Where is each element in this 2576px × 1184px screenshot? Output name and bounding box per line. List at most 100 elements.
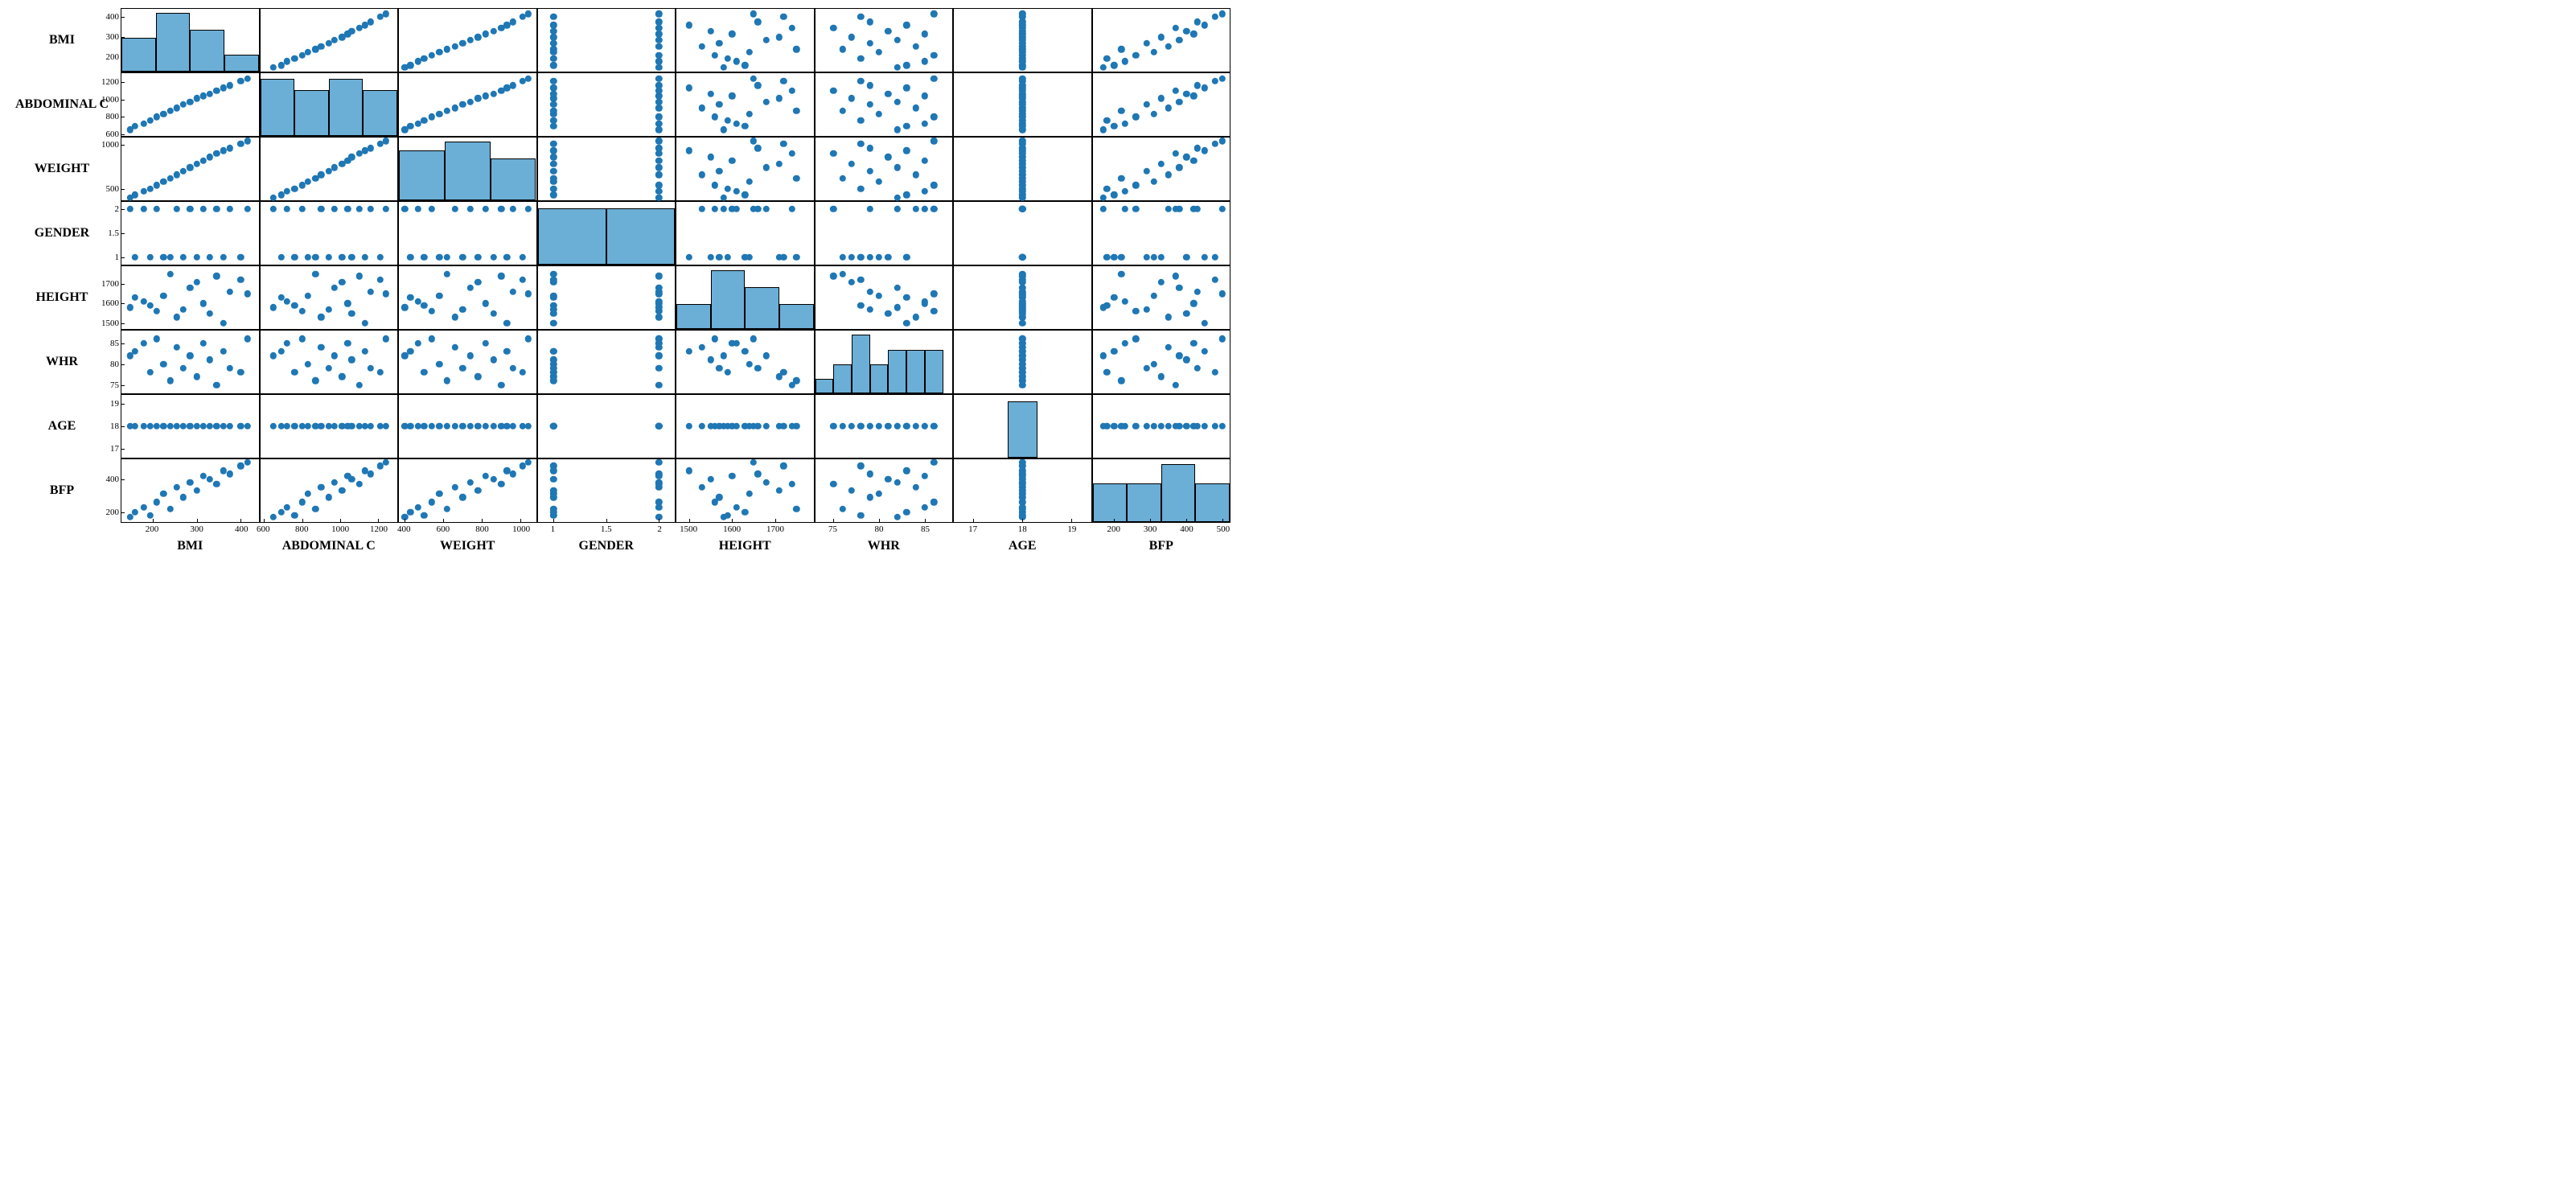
scatter-point [207, 310, 213, 316]
scatter-cell: 150016001700 [121, 265, 260, 330]
scatter-point [839, 46, 845, 52]
scatter-point [789, 150, 795, 157]
scatter-point [1176, 164, 1182, 171]
scatter-point [147, 512, 154, 519]
row-label: WHR [8, 330, 121, 394]
scatter-point [429, 423, 435, 430]
scatter-point [368, 423, 374, 430]
scatter-point [355, 381, 362, 388]
x-tick-label: 1200 [370, 523, 388, 534]
scatter-point [213, 150, 220, 157]
scatter-point [550, 161, 557, 167]
scatter-point [830, 423, 836, 430]
scatter-point [475, 278, 481, 285]
scatter-point [304, 254, 310, 261]
scatter-point [550, 319, 557, 326]
scatter-point [885, 27, 891, 34]
histogram-bar [190, 30, 224, 72]
scatter-point [483, 31, 489, 37]
scatter-point [712, 113, 718, 120]
scatter-point [1201, 423, 1207, 430]
scatter-point [362, 319, 368, 326]
scatter-point [789, 25, 795, 31]
scatter-point [876, 111, 882, 117]
histogram-cell [815, 330, 954, 394]
scatter-point [912, 206, 918, 212]
scatter-cell: 5001000 [121, 137, 260, 201]
scatter-point [655, 381, 662, 388]
scatter-point [459, 254, 466, 261]
scatter-cell [1092, 265, 1231, 330]
x-tick-label: 300 [1144, 523, 1157, 534]
scatter-point [550, 22, 557, 28]
scatter-point [763, 164, 770, 171]
scatter-point [1144, 254, 1150, 261]
scatter-point [291, 55, 298, 61]
scatter-point [839, 107, 845, 113]
scatter-point [498, 273, 504, 279]
scatter-point [750, 10, 757, 17]
scatter-point [1212, 277, 1218, 283]
scatter-point [166, 377, 173, 384]
scatter-point [407, 294, 413, 301]
scatter-point [304, 423, 310, 430]
histogram-bar [491, 158, 536, 200]
scatter-point [490, 475, 496, 482]
scatter-point [525, 459, 532, 466]
scatter-point [451, 206, 458, 212]
scatter-point [187, 479, 193, 486]
scatter-cell [1092, 330, 1231, 394]
scatter-point [1201, 319, 1207, 326]
histogram-bar [1195, 483, 1230, 522]
scatter-point [140, 339, 146, 346]
x-tick-label: 1600 [723, 523, 741, 534]
scatter-point [467, 285, 474, 291]
scatter-point [550, 168, 557, 175]
scatter-point [509, 82, 516, 88]
scatter-point [830, 273, 836, 279]
scatter-point [894, 304, 901, 310]
scatter-point [866, 101, 873, 108]
scatter-point [780, 369, 787, 376]
histogram-bar [156, 13, 191, 72]
y-tick-label: 17 [110, 444, 121, 454]
scatter-point [830, 206, 836, 212]
scatter-cell [537, 458, 676, 523]
y-tick-label: 1.5 [108, 228, 121, 238]
scatter-point [519, 369, 525, 376]
x-tick-label: 200 [1107, 523, 1120, 534]
col-label: HEIGHT [676, 537, 815, 558]
scatter-point [318, 314, 324, 320]
scatter-point [421, 302, 427, 309]
scatter-point [401, 423, 408, 430]
scatter-point [912, 43, 918, 49]
scatter-point [180, 254, 187, 261]
scatter-point [839, 175, 845, 181]
scatter-cell [537, 394, 676, 458]
scatter-point [298, 499, 305, 505]
scatter-point [1144, 40, 1150, 47]
scatter-point [866, 82, 873, 88]
scatter-point [1183, 254, 1189, 261]
scatter-point [498, 206, 504, 212]
scatter-point [429, 113, 435, 120]
scatter-point [237, 462, 244, 469]
x-tick-holder: 150016001700 [676, 523, 815, 537]
y-tick-label: 1700 [101, 279, 121, 289]
x-tick-holder: 200300400500 [1092, 523, 1231, 537]
scatter-point [490, 356, 496, 363]
scatter-point [763, 479, 770, 486]
y-tick-label: 200 [106, 52, 122, 62]
scatter-matrix: BMI200300400ABDOMINAL C60080010001200WEI… [8, 8, 1230, 558]
scatter-point [475, 487, 481, 494]
scatter-point [699, 423, 705, 430]
scatter-point [1151, 292, 1157, 298]
scatter-point [383, 206, 389, 212]
scatter-point [1132, 113, 1139, 120]
scatter-point [931, 290, 937, 297]
histogram-bar [870, 364, 889, 393]
scatter-point [550, 494, 557, 500]
scatter-point [220, 254, 226, 261]
scatter-point [720, 206, 726, 212]
scatter-point [1212, 140, 1218, 146]
